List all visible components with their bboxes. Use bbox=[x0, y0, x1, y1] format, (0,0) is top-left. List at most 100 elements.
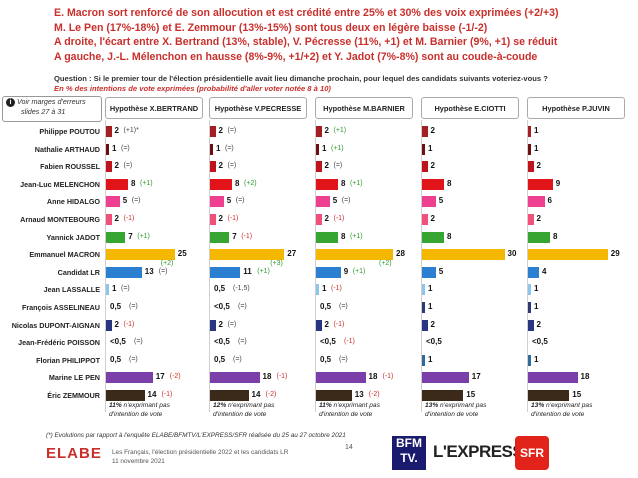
evolution-label: (+1) bbox=[350, 232, 363, 240]
bar bbox=[316, 231, 338, 243]
candidate-label: Jean LASSALLE bbox=[43, 285, 100, 295]
bar bbox=[316, 249, 393, 261]
evolution-label: (+1)* bbox=[123, 127, 139, 134]
panel-separator bbox=[209, 120, 210, 412]
evolution-label: (-2) bbox=[368, 391, 380, 398]
data-label: 2 bbox=[536, 319, 541, 329]
bar bbox=[210, 126, 216, 137]
data-label: 9 bbox=[343, 266, 349, 276]
bar bbox=[210, 196, 224, 208]
evolution-label: (-2) bbox=[265, 391, 277, 398]
evolution-label: (=) bbox=[339, 355, 348, 363]
study-info: Les Français, l'élection présidentielle … bbox=[112, 448, 288, 466]
evolution-label: (+1) bbox=[137, 232, 150, 240]
data-label: 2 bbox=[114, 214, 119, 223]
bar bbox=[316, 372, 366, 384]
headline-line-2: M. Le Pen (17%-18%) et E. Zemmour (13%-1… bbox=[54, 21, 488, 34]
data-label: 1 bbox=[428, 354, 433, 364]
data-label: 2 bbox=[324, 319, 329, 329]
data-label: 2 bbox=[218, 126, 223, 135]
data-label: 4 bbox=[542, 266, 547, 276]
evolution-label: (-1) bbox=[382, 373, 394, 381]
elabe-logo: ELABE bbox=[46, 445, 102, 462]
evolution-label: (-1) bbox=[331, 285, 342, 293]
data-label: <0,5 bbox=[214, 337, 230, 347]
hypothesis-header: Hypothèse X.BERTRAND bbox=[105, 97, 203, 119]
data-label: 8 bbox=[235, 178, 240, 188]
data-label: 2 bbox=[324, 126, 329, 135]
data-label: 1 bbox=[322, 143, 327, 153]
data-label: 0,5 bbox=[110, 302, 122, 311]
evolution-label: (=) bbox=[129, 303, 138, 310]
bar bbox=[316, 284, 319, 296]
bar bbox=[422, 319, 428, 331]
bar bbox=[422, 249, 505, 261]
bar bbox=[106, 161, 112, 173]
evolution-label: (-1) bbox=[333, 320, 345, 328]
data-label: 27 bbox=[287, 249, 297, 259]
data-label: <0,5 bbox=[110, 337, 126, 347]
bar bbox=[528, 319, 534, 331]
data-label: 11 bbox=[243, 266, 252, 276]
bar bbox=[106, 319, 112, 331]
data-label: 13 bbox=[144, 266, 154, 276]
data-label: 1 bbox=[112, 284, 117, 294]
headline: E. Macron sort renforcé de son allocutio… bbox=[54, 6, 634, 64]
bar bbox=[106, 178, 128, 190]
bar bbox=[422, 143, 425, 155]
bar bbox=[210, 231, 230, 243]
bar bbox=[210, 319, 216, 331]
bar bbox=[106, 390, 145, 401]
evolution-label: (=) bbox=[225, 144, 234, 152]
non-voters-percent: 12% bbox=[213, 402, 227, 409]
bar bbox=[106, 231, 126, 243]
bar bbox=[422, 231, 444, 243]
bar bbox=[422, 390, 464, 401]
bar bbox=[210, 372, 260, 384]
data-label: 1 bbox=[428, 143, 433, 153]
data-label: 1 bbox=[534, 354, 539, 364]
panel-separator bbox=[527, 120, 528, 412]
data-label: 1 bbox=[428, 302, 433, 311]
candidate-label: Jean-Frédéric POISSON bbox=[18, 338, 100, 348]
evolution-label: (=) bbox=[129, 355, 138, 363]
data-label: 17 bbox=[471, 372, 481, 382]
bar bbox=[528, 266, 539, 278]
candidate-label: Anne HIDALGO bbox=[46, 197, 100, 207]
bar bbox=[316, 390, 352, 401]
bar bbox=[316, 143, 319, 155]
data-label: 1 bbox=[534, 143, 539, 153]
headline-line-1: E. Macron sort renforcé de son allocutio… bbox=[54, 7, 559, 19]
data-label: 2 bbox=[218, 214, 223, 223]
lexpress-logo: L'EXPRESS bbox=[433, 442, 524, 461]
candidate-label: Nathalie ARTHAUD bbox=[34, 144, 100, 154]
data-label: 7 bbox=[128, 231, 133, 241]
non-voters-text: n'exprimant pas d'intention de vote bbox=[213, 402, 275, 418]
data-label: 2 bbox=[430, 161, 435, 171]
panel-separator bbox=[315, 120, 316, 412]
bar bbox=[316, 161, 322, 173]
evolution-label: (-1) bbox=[123, 320, 135, 328]
non-voters-note: 13% n'exprimant pas d'intention de vote bbox=[425, 402, 517, 419]
data-label: 14 bbox=[147, 390, 157, 399]
panel-separator bbox=[421, 120, 422, 412]
candidate-label: Yannick JADOT bbox=[46, 232, 100, 242]
evolution-label: (+3) bbox=[270, 260, 283, 268]
bar bbox=[528, 354, 531, 366]
evolution-label: (=) bbox=[339, 303, 348, 310]
bar bbox=[210, 214, 216, 225]
data-label: 5 bbox=[438, 196, 444, 206]
data-label: 1 bbox=[322, 284, 327, 294]
evolution-label: (+1) bbox=[352, 267, 366, 275]
data-label: 2 bbox=[536, 214, 541, 223]
non-voters-percent: 13% bbox=[531, 402, 545, 409]
headline-line-3: A droite, l'écart entre X. Bertrand (13%… bbox=[54, 36, 558, 48]
bar bbox=[528, 390, 570, 401]
bar bbox=[422, 178, 444, 190]
data-label: 2 bbox=[114, 319, 119, 329]
data-label: 25 bbox=[177, 249, 187, 259]
data-label: 8 bbox=[447, 178, 452, 188]
data-label: <0,5 bbox=[532, 337, 548, 347]
bar bbox=[528, 214, 534, 225]
non-voters-note: 11% n'exprimant pas d'intention de vote bbox=[319, 402, 411, 419]
